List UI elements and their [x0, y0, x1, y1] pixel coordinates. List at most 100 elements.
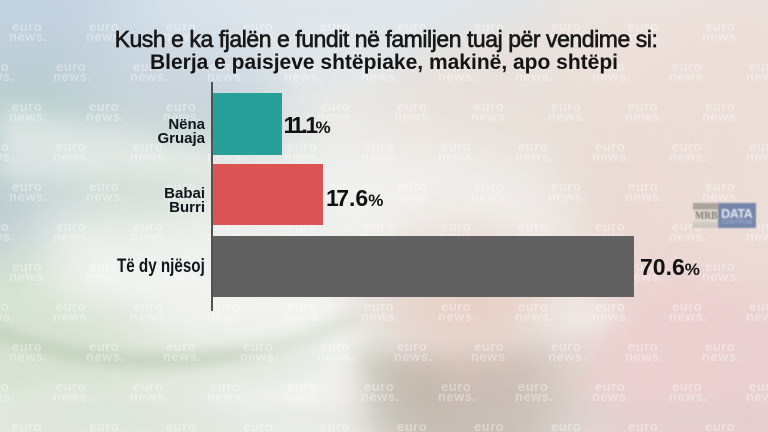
svg-text:euro: euro: [397, 419, 427, 432]
svg-text:news.: news.: [746, 389, 768, 404]
svg-text:news.: news.: [746, 149, 768, 164]
svg-text:euro: euro: [12, 259, 42, 274]
svg-text:news.: news.: [0, 229, 15, 244]
svg-text:euro: euro: [551, 179, 581, 194]
svg-text:euro: euro: [0, 59, 9, 74]
svg-text:euro: euro: [397, 339, 427, 354]
svg-text:euro: euro: [364, 379, 394, 394]
svg-text:euro: euro: [628, 339, 658, 354]
svg-text:news.: news.: [317, 349, 356, 364]
svg-text:news.: news.: [53, 309, 92, 324]
svg-text:news.: news.: [548, 109, 587, 124]
svg-text:news.: news.: [548, 189, 587, 204]
svg-text:euro: euro: [672, 299, 702, 314]
svg-text:news.: news.: [471, 189, 510, 204]
svg-text:euro: euro: [364, 219, 394, 234]
svg-text:news.: news.: [471, 429, 510, 432]
svg-text:euro: euro: [628, 419, 658, 432]
svg-text:news.: news.: [625, 189, 664, 204]
svg-text:euro: euro: [56, 59, 86, 74]
svg-text:euro: euro: [628, 179, 658, 194]
svg-text:euro: euro: [12, 339, 42, 354]
svg-text:news.: news.: [130, 389, 169, 404]
svg-text:news.: news.: [592, 309, 631, 324]
svg-text:news.: news.: [163, 189, 202, 204]
svg-text:euro: euro: [628, 99, 658, 114]
svg-text:euro: euro: [166, 99, 196, 114]
svg-text:euro: euro: [441, 139, 471, 154]
svg-text:euro: euro: [474, 419, 504, 432]
svg-text:euro: euro: [89, 259, 119, 274]
svg-text:euro: euro: [320, 19, 350, 34]
svg-text:news.: news.: [130, 309, 169, 324]
svg-text:euro: euro: [705, 339, 735, 354]
svg-text:euro: euro: [518, 139, 548, 154]
svg-text:news.: news.: [53, 149, 92, 164]
svg-text:euro: euro: [441, 379, 471, 394]
svg-text:euro: euro: [749, 139, 768, 154]
svg-text:news.: news.: [317, 109, 356, 124]
svg-text:euro: euro: [705, 259, 735, 274]
svg-text:euro: euro: [441, 59, 471, 74]
svg-text:news.: news.: [317, 189, 356, 204]
svg-text:news.: news.: [438, 69, 477, 84]
svg-text:news.: news.: [702, 429, 741, 432]
svg-text:euro: euro: [474, 339, 504, 354]
svg-text:euro: euro: [12, 19, 42, 34]
svg-text:news.: news.: [0, 149, 15, 164]
svg-text:news.: news.: [284, 69, 323, 84]
svg-text:euro: euro: [166, 339, 196, 354]
svg-text:news.: news.: [515, 389, 554, 404]
svg-text:news.: news.: [86, 109, 125, 124]
svg-text:news.: news.: [284, 309, 323, 324]
svg-text:euro: euro: [749, 299, 768, 314]
svg-text:euro: euro: [595, 139, 625, 154]
svg-text:news.: news.: [702, 349, 741, 364]
svg-text:news.: news.: [53, 389, 92, 404]
svg-text:news.: news.: [284, 389, 323, 404]
svg-text:news.: news.: [548, 29, 587, 44]
svg-text:euro: euro: [595, 379, 625, 394]
svg-text:euro: euro: [397, 19, 427, 34]
svg-text:news.: news.: [9, 29, 48, 44]
svg-text:euro: euro: [0, 299, 9, 314]
svg-text:news.: news.: [130, 69, 169, 84]
svg-text:euro: euro: [551, 419, 581, 432]
svg-text:news.: news.: [9, 429, 48, 432]
svg-text:news.: news.: [53, 229, 92, 244]
svg-text:euro: euro: [705, 419, 735, 432]
svg-text:news.: news.: [163, 29, 202, 44]
svg-text:euro: euro: [518, 299, 548, 314]
svg-text:euro: euro: [628, 19, 658, 34]
svg-text:euro: euro: [89, 419, 119, 432]
svg-text:news.: news.: [361, 69, 400, 84]
svg-text:euro: euro: [474, 179, 504, 194]
svg-text:news.: news.: [438, 309, 477, 324]
svg-text:euro: euro: [287, 59, 317, 74]
svg-text:euro: euro: [287, 139, 317, 154]
svg-text:news.: news.: [9, 269, 48, 284]
svg-text:euro: euro: [12, 99, 42, 114]
svg-text:euro: euro: [441, 299, 471, 314]
svg-text:euro: euro: [320, 339, 350, 354]
svg-text:news.: news.: [130, 229, 169, 244]
svg-text:euro: euro: [56, 299, 86, 314]
svg-text:news.: news.: [394, 109, 433, 124]
svg-text:news.: news.: [438, 389, 477, 404]
svg-text:news.: news.: [284, 149, 323, 164]
svg-text:news.: news.: [669, 389, 708, 404]
svg-text:euro: euro: [243, 339, 273, 354]
svg-text:news.: news.: [515, 149, 554, 164]
svg-text:euro: euro: [518, 219, 548, 234]
svg-text:news.: news.: [163, 429, 202, 432]
svg-text:euro: euro: [518, 59, 548, 74]
svg-text:news.: news.: [0, 69, 15, 84]
svg-text:euro: euro: [397, 179, 427, 194]
svg-text:news.: news.: [9, 109, 48, 124]
svg-text:news.: news.: [625, 269, 664, 284]
svg-text:news.: news.: [669, 149, 708, 164]
svg-text:news.: news.: [9, 189, 48, 204]
svg-text:euro: euro: [287, 299, 317, 314]
svg-text:news.: news.: [86, 429, 125, 432]
svg-text:euro: euro: [672, 379, 702, 394]
